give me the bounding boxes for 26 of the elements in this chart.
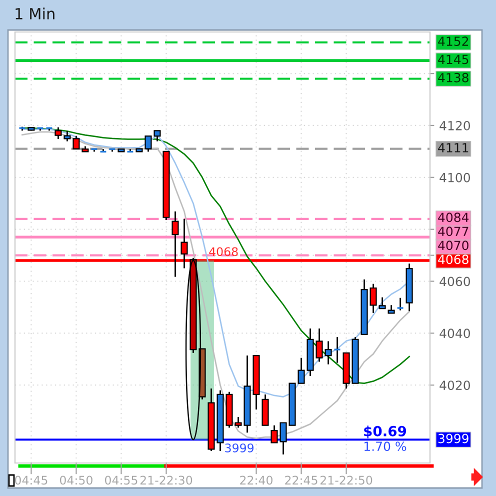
annotation: $0.69 (364, 426, 406, 438)
chart-title: 1 Min (16, 8, 54, 20)
x-tick-label: 22:40 (240, 476, 272, 485)
ref-line-label: 4070 (438, 240, 468, 250)
x-tick-label: 21-22:50 (320, 476, 372, 485)
annotation: 1.70 % (364, 442, 406, 452)
x-tick-label: 04:55 (104, 476, 138, 485)
ref-line-label: 4138 (438, 72, 468, 82)
y-tick-label: 4020 (440, 380, 470, 390)
ref-line-label: 4152 (438, 36, 468, 46)
y-tick-label: 4100 (440, 172, 470, 182)
x-tick-label: 21-22:30 (140, 476, 192, 485)
x-tick-label: 04:50 (60, 476, 92, 485)
annotation: 3999 (225, 443, 254, 452)
ref-line-label: 4084 (438, 212, 469, 222)
y-tick-label: 4060 (440, 276, 470, 286)
annotation: 4068 (209, 247, 238, 256)
ref-line-label: 4111 (438, 143, 468, 152)
ref-line-label: 4068 (438, 254, 468, 264)
y-tick-label: 4040 (440, 328, 470, 338)
ref-line-label: 4077 (438, 226, 468, 236)
y-tick-label: 4120 (440, 120, 470, 130)
ref-line-label: 3999 (438, 434, 468, 444)
x-tick-label: 22:45 (285, 476, 318, 485)
ref-line-label: 4145 (438, 54, 468, 64)
x-tick-label: 04:45 (14, 476, 48, 485)
